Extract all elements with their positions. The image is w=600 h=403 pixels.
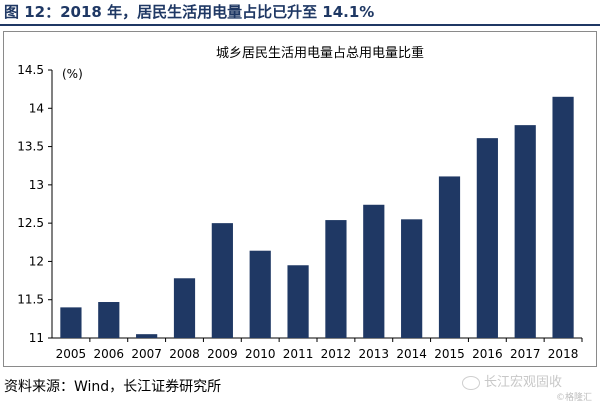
wechat-icon [462,375,480,390]
x-tick-label: 2009 [207,347,238,361]
bar-2012 [325,220,347,338]
figure-header: 图 12：2018 年，居民生活用电量占比已升至 14.1% [0,0,600,26]
x-tick-label: 2018 [548,347,579,361]
x-tick-label: 2015 [434,347,465,361]
x-tick-label: 2011 [283,347,314,361]
y-unit-label: (%) [62,67,83,81]
x-axis: 2005 2006 2007 2008 2009 2010 2011 2012 2013 2014… [52,337,583,361]
bar-series [60,96,574,338]
y-tick-label: 14.5 [17,63,44,77]
bar-2013 [363,204,385,338]
figure-title: 图 12：2018 年，居民生活用电量占比已升至 14.1% [4,3,375,21]
x-tick-label: 2007 [131,347,162,361]
watermark-text: 长江宏观固收 [484,375,563,390]
chart-frame [3,31,597,367]
x-tick-label: 2013 [359,347,390,361]
x-tick-label: 2016 [472,347,503,361]
y-tick-label: 11.5 [17,293,44,307]
bar-2015 [438,176,461,338]
x-tick-label: 2006 [94,347,125,361]
y-tick-label: 13.5 [17,140,44,154]
watermark-small: ©格隆汇 [556,393,593,403]
x-tick-label: 2017 [510,347,541,361]
x-tick-label: 2005 [56,347,87,361]
chart-title: 城乡居民生活用电量占总用电量比重 [216,45,424,61]
bar-2014 [401,219,423,338]
bar-2018 [552,96,574,338]
bar-2007 [136,334,158,338]
x-tick-label: 2014 [396,347,427,361]
y-axis: 11 11.5 12 12.5 13 13.5 14 14.5 [17,63,53,345]
y-tick-label: 13 [29,178,44,192]
y-tick-label: 11 [29,331,44,345]
x-tick-label: 2012 [321,347,352,361]
bar-chart: 城乡居民生活用电量占总用电量比重 (%) 1111.51212.51313.51… [17,45,583,361]
bar-2009 [211,223,233,338]
source-note: 资料来源：Wind，长江证券研究所 [4,379,222,395]
y-tick-label: 12.5 [17,216,44,230]
bar-2011 [287,265,309,338]
x-tick-label: 2008 [169,347,200,361]
x-tick-label: 2010 [245,347,276,361]
bar-2017 [514,125,536,338]
bar-2006 [98,302,120,338]
y-tick-label: 12 [29,254,44,268]
bar-2005 [60,307,82,338]
bar-2008 [173,278,196,338]
watermark: 长江宏观固收 [462,371,562,390]
y-tick-label: 14 [29,101,44,115]
bar-2016 [476,138,498,338]
bar-2010 [249,250,271,338]
header-rule [0,24,600,26]
